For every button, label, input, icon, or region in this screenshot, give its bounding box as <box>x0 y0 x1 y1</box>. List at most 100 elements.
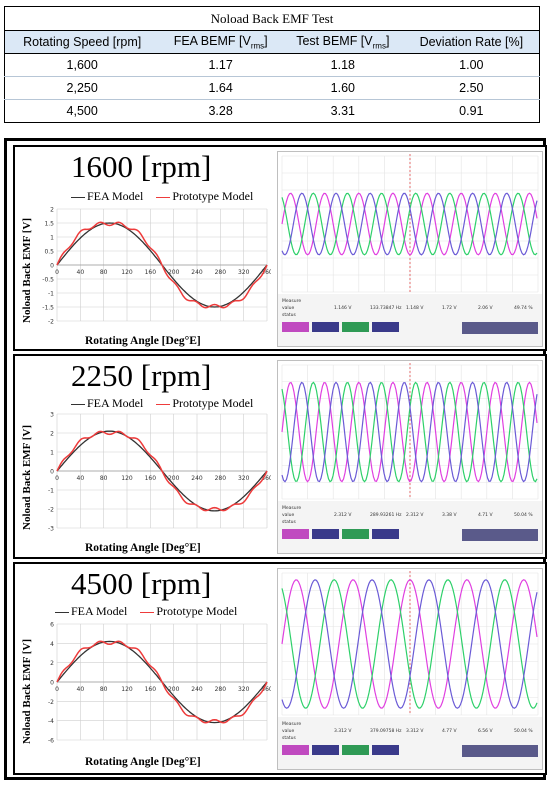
x-tick-label: 0 <box>55 475 59 482</box>
cell-speed: 2,250 <box>4 76 160 100</box>
measure-value: 1.72 V <box>442 305 457 311</box>
measure-label: status <box>282 735 296 741</box>
measure-label: value <box>282 512 295 518</box>
channel-chip[interactable] <box>282 745 309 755</box>
x-tick-label: 320 <box>238 475 250 482</box>
phase-waveform <box>281 579 538 709</box>
measure-bar <box>278 717 542 769</box>
channel-chip[interactable] <box>312 529 339 539</box>
channel-chip[interactable] <box>372 322 399 332</box>
chart-title-2250: 2250 [rpm] <box>71 358 212 393</box>
y-tick-label: 2 <box>50 660 54 667</box>
measure-label: status <box>282 519 296 525</box>
legend-item-fea: FEA Model <box>71 396 143 410</box>
phase-waveform <box>281 381 538 483</box>
cell-deviation: 1.00 <box>403 53 540 77</box>
x-tick-label: 280 <box>215 686 227 693</box>
x-tick-label: 200 <box>168 269 180 276</box>
x-tick-label: 80 <box>100 475 108 482</box>
measure-value: 2.312 V <box>334 512 352 518</box>
y-tick-label: -3 <box>48 526 54 533</box>
channel-chip[interactable] <box>312 745 339 755</box>
legend-item-fea: FEA Model <box>55 604 127 618</box>
x-axis-label-1600: Rotating Angle [Deg°E] <box>85 335 201 347</box>
x-tick-label: 280 <box>215 269 227 276</box>
legend-item-prototype: Prototype Model <box>156 396 253 410</box>
y-tick-label: 4 <box>50 641 54 648</box>
chart-title-4500: 4500 [rpm] <box>71 566 212 601</box>
measure-value: 1.146 V <box>334 305 352 311</box>
channel-chip[interactable] <box>342 529 369 539</box>
y-tick-label: 0 <box>50 263 54 270</box>
channel-chip[interactable] <box>312 322 339 332</box>
x-tick-label: 40 <box>77 686 85 693</box>
timebase-chip[interactable] <box>462 529 538 541</box>
cell-test: 1.60 <box>281 76 404 100</box>
cell-speed: 4,500 <box>66 104 98 118</box>
legend-4500: FEA Model Prototype Model <box>55 604 247 619</box>
chart-title-1600: 1600 [rpm] <box>71 149 212 184</box>
x-tick-label: 320 <box>238 686 250 693</box>
y-tick-label: -1 <box>48 488 54 495</box>
y-tick-label: -4 <box>48 718 54 725</box>
measure-label: status <box>282 312 296 318</box>
channel-chip[interactable] <box>372 529 399 539</box>
panel-4500: 4500 [rpm] FEA Model Prototype Model Nol… <box>13 562 547 775</box>
timebase-chip[interactable] <box>462 322 538 334</box>
channel-chip[interactable] <box>372 745 399 755</box>
oscilloscope-4500: Measure value status 3.312 V 379.09758 Hz 3.3… <box>277 568 543 770</box>
channel-chip[interactable] <box>282 322 309 332</box>
series-line-prototype <box>56 430 268 512</box>
header-speed: Rotating Speed [rpm] <box>4 30 160 54</box>
phase-waveform <box>281 579 538 709</box>
channel-chip[interactable] <box>342 745 369 755</box>
x-tick-label: 280 <box>215 475 227 482</box>
panel-2250: 2250 [rpm] FEA Model Prototype Model Nol… <box>13 354 547 559</box>
legend-1600: FEA Model Prototype Model <box>71 189 263 204</box>
y-axis-label-4500: Noload Back EMF [V] <box>21 638 33 744</box>
legend-item-prototype: Prototype Model <box>140 604 237 618</box>
measure-label: value <box>282 305 295 311</box>
x-tick-label: 360 <box>261 269 271 276</box>
x-tick-label: 120 <box>121 269 133 276</box>
y-tick-label: 3 <box>50 412 54 419</box>
cell-deviation: 0.91 <box>459 104 484 118</box>
measure-value: 379.09758 Hz <box>370 728 402 734</box>
cell-test: 1.18 <box>281 53 404 77</box>
y-tick-label: -1.5 <box>42 305 54 312</box>
y-axis-label-2250: Noload Back EMF [V] <box>21 424 33 530</box>
measure-label: Measure <box>282 505 301 511</box>
series-line-prototype <box>56 640 268 724</box>
x-tick-label: 240 <box>191 269 203 276</box>
x-tick-label: 360 <box>261 686 271 693</box>
x-tick-label: 120 <box>121 475 133 482</box>
y-tick-label: 1.5 <box>44 221 54 228</box>
y-tick-label: 0 <box>50 680 54 687</box>
table-row: 4,500 3.28 3.31 0.91 <box>5 100 540 123</box>
measure-value: 50.04 % <box>514 728 533 734</box>
panels-frame: 1600 [rpm] FEA Model Prototype Model Nol… <box>4 138 547 780</box>
y-tick-label: -2 <box>48 507 54 514</box>
chart-1600: 21.510.50-0.5-1-1.5-20 40 80 120 160 200 240 28… <box>42 207 271 326</box>
y-tick-label: -0.5 <box>42 277 54 284</box>
y-tick-label: 6 <box>50 622 54 629</box>
series-line-prototype <box>56 221 268 309</box>
channel-chip[interactable] <box>282 529 309 539</box>
y-tick-label: -2 <box>48 319 54 326</box>
y-tick-label: 1 <box>50 235 54 242</box>
x-tick-label: 320 <box>238 269 250 276</box>
x-tick-label: 360 <box>261 475 271 482</box>
channel-chip[interactable] <box>342 322 369 332</box>
measure-value: 50.04 % <box>514 512 533 518</box>
y-tick-label: 0.5 <box>44 249 54 256</box>
table-title: Noload Back EMF Test <box>4 6 540 31</box>
header-deviation: Deviation Rate [%] <box>403 30 540 54</box>
phase-waveform <box>281 192 538 256</box>
x-tick-label: 0 <box>55 269 59 276</box>
x-tick-label: 240 <box>191 686 203 693</box>
measure-value: 133.73847 Hz <box>370 305 402 311</box>
legend-item-fea: FEA Model <box>71 189 143 203</box>
timebase-chip[interactable] <box>462 745 538 757</box>
